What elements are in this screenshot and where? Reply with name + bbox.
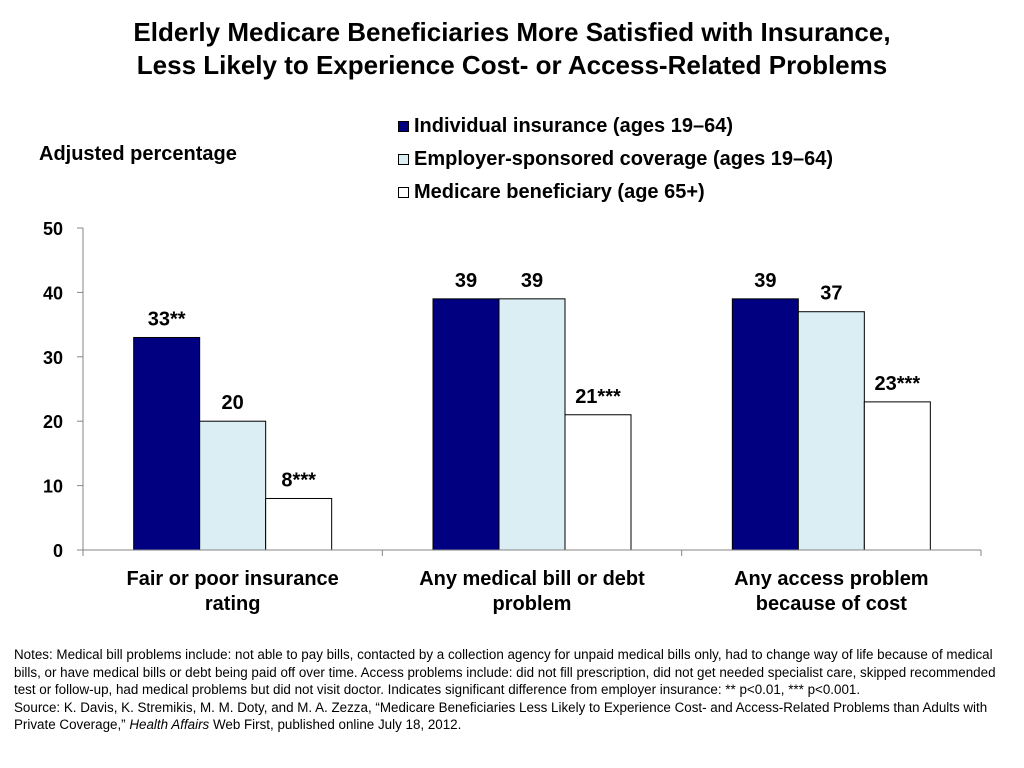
y-tick-label-30: 30 [43,348,63,368]
legend-swatch-employer [398,154,409,165]
bar-any-access-problem-series-3 [863,401,931,551]
data-label-any-medical-bill-or-debt-series-1: 39 [455,270,477,292]
source-journal: Health Affairs [129,717,210,733]
chart-title: Elderly Medicare Beneficiaries More Sati… [0,16,1024,82]
legend: Individual insurance (ages 19–64) Employ… [398,110,833,209]
bar-any-access-problem-series-2 [797,311,865,551]
legend-item-employer: Employer-sponsored coverage (ages 19–64) [398,143,833,176]
legend-item-medicare: Medicare beneficiary (age 65+) [398,176,833,209]
data-label-any-access-problem-series-1: 39 [754,270,776,292]
y-tick-label-10: 10 [43,477,63,497]
bar-any-access-problem-series-1 [731,298,799,551]
data-label-any-access-problem-series-3: 23*** [875,373,921,395]
category-label-line: Fair or poor insurance [127,568,339,590]
bar-any-medical-bill-or-debt-series-3 [564,414,632,551]
data-label-any-access-problem-series-2: 37 [820,283,842,305]
category-label-line: problem [493,593,572,615]
source-prefix: Source: K. Davis, K. Stremikis, M. M. Do… [14,699,988,733]
y-tick-label-50: 50 [43,219,63,239]
legend-label-medicare: Medicare beneficiary (age 65+) [414,181,705,203]
legend-label-employer: Employer-sponsored coverage (ages 19–64) [414,148,834,170]
category-label-line: because of cost [756,593,908,615]
category-label-any-access-problem: Any access problem because of cost [734,568,929,615]
data-label-fair-or-poor-insurance-series-2: 20 [222,392,244,414]
y-tick-label-20: 20 [43,412,63,432]
bar-fair-or-poor-insurance-series-1 [133,336,201,551]
source-text: Source: K. Davis, K. Stremikis, M. M. Do… [14,699,1010,734]
category-label-any-medical-bill-or-debt: Any medical bill or debt problem [419,568,645,615]
category-label-fair-or-poor-insurance: Fair or poor insurance rating [127,568,339,615]
y-axis-label: Adjusted percentage [39,143,237,165]
bar-fair-or-poor-insurance-series-3 [265,497,333,551]
data-label-any-medical-bill-or-debt-series-2: 39 [521,270,543,292]
category-label-line: rating [205,593,261,615]
bar-fair-or-poor-insurance-series-2 [199,420,267,551]
notes-block: Notes: Medical bill problems include: no… [14,646,1010,734]
chart-title-line-1: Elderly Medicare Beneficiaries More Sati… [133,17,891,47]
bar-any-medical-bill-or-debt-series-2 [498,298,566,551]
notes-text: Notes: Medical bill problems include: no… [14,647,996,698]
y-tick-label-0: 0 [53,541,63,561]
legend-label-individual: Individual insurance (ages 19–64) [414,115,734,137]
source-suffix: Web First, published online July 18, 201… [209,717,462,733]
category-label-line: Any medical bill or debt [419,568,645,590]
legend-swatch-individual [398,121,409,132]
data-label-fair-or-poor-insurance-series-3: 8*** [281,469,316,491]
bar-any-medical-bill-or-debt-series-1 [432,298,500,551]
data-label-any-medical-bill-or-debt-series-3: 21*** [575,386,621,408]
legend-swatch-medicare [398,187,409,198]
bar-chart: 33** 20 8*** Fair or poor insurance rating 39… [43,219,982,615]
legend-item-individual: Individual insurance (ages 19–64) [398,110,833,143]
chart-title-line-2: Less Likely to Experience Cost- or Acces… [136,50,888,80]
y-tick-label-40: 40 [43,283,63,303]
category-label-line: Any access problem [734,568,929,590]
data-label-fair-or-poor-insurance-series-1: 33** [148,308,186,330]
